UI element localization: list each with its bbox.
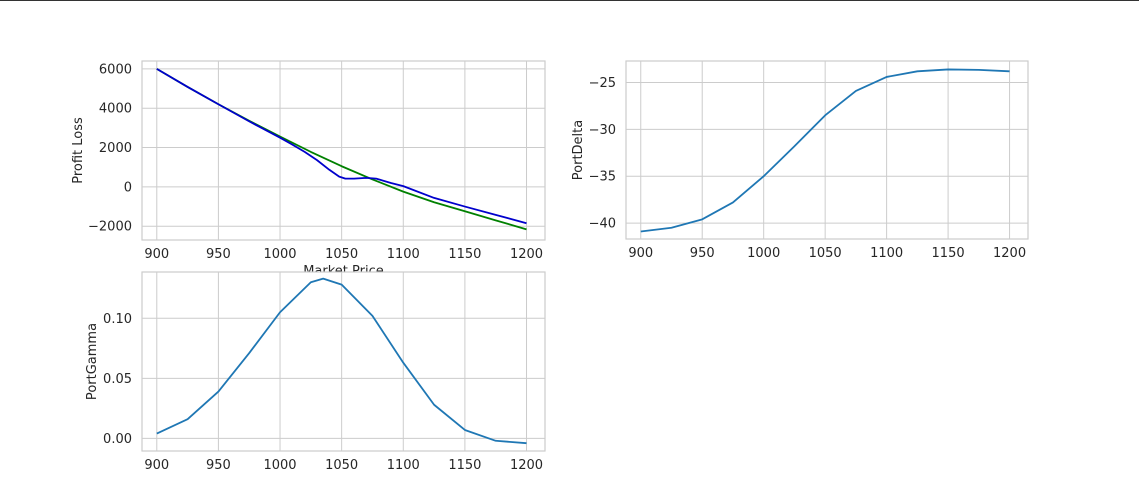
y-tick-label: 4000 [99,102,132,117]
x-tick-label: 1000 [747,246,780,261]
y-tick-label: 0 [124,180,132,195]
x-tick-label: 1050 [325,458,358,473]
x-tick-label: 1150 [932,246,965,261]
series-line-0 [640,68,1010,233]
axes-frame [141,271,546,452]
x-tick-label: 900 [628,246,653,261]
x-tick-label: 900 [144,458,169,473]
x-tick-label: 1150 [448,247,481,262]
y-tick-label: −2000 [88,220,132,235]
profit-loss-chart: 900 950 1000 1050 1100 1150 1200 −2000 0 2000 4000… [71,60,546,279]
x-tick-label: 1000 [263,458,296,473]
axes-frame [141,60,546,241]
x-tick-label: 1050 [325,247,358,262]
x-tick-label: 1100 [387,458,420,473]
x-tick-label: 1050 [809,246,842,261]
y-axis-label: PortGamma [85,323,100,400]
port-delta-chart: 900 950 1000 1050 1100 1150 1200 −40 −35 −30 −25 Po… [571,60,1029,261]
x-tick-label: 1000 [263,247,296,262]
y-tick-label: −30 [589,123,616,138]
x-tick-label: 1100 [870,246,903,261]
x-tick-label: 1200 [510,458,543,473]
x-tick-label: 1100 [387,247,420,262]
axes-frame [625,60,1029,240]
y-tick-label: −25 [589,76,616,91]
port-gamma-chart: 900 950 1000 1050 1100 1150 1200 0.00 0.05 0.10Po… [85,271,546,473]
y-axis-label: Profit Loss [71,117,86,184]
x-tick-label: 950 [206,458,231,473]
x-tick-label: 900 [144,247,169,262]
x-tick-label: 950 [206,247,231,262]
window-top-border [0,0,1139,1]
y-tick-label: 2000 [99,141,132,156]
y-axis-label: PortDelta [571,120,586,180]
y-tick-label: 0.10 [103,312,132,327]
plot-area [142,61,545,240]
series-line-1 [156,68,527,225]
y-tick-label: −35 [589,170,616,185]
plot-area [142,272,545,451]
y-tick-label: −40 [589,217,616,232]
x-tick-label: 1200 [510,247,543,262]
x-tick-label: 1150 [448,458,481,473]
x-tick-label: 950 [690,246,715,261]
y-tick-label: 0.00 [103,432,132,447]
y-tick-label: 0.05 [103,372,132,387]
series-line-0 [156,277,527,445]
x-tick-label: 1200 [993,246,1026,261]
y-tick-label: 6000 [99,62,132,77]
plot-area [626,61,1028,239]
